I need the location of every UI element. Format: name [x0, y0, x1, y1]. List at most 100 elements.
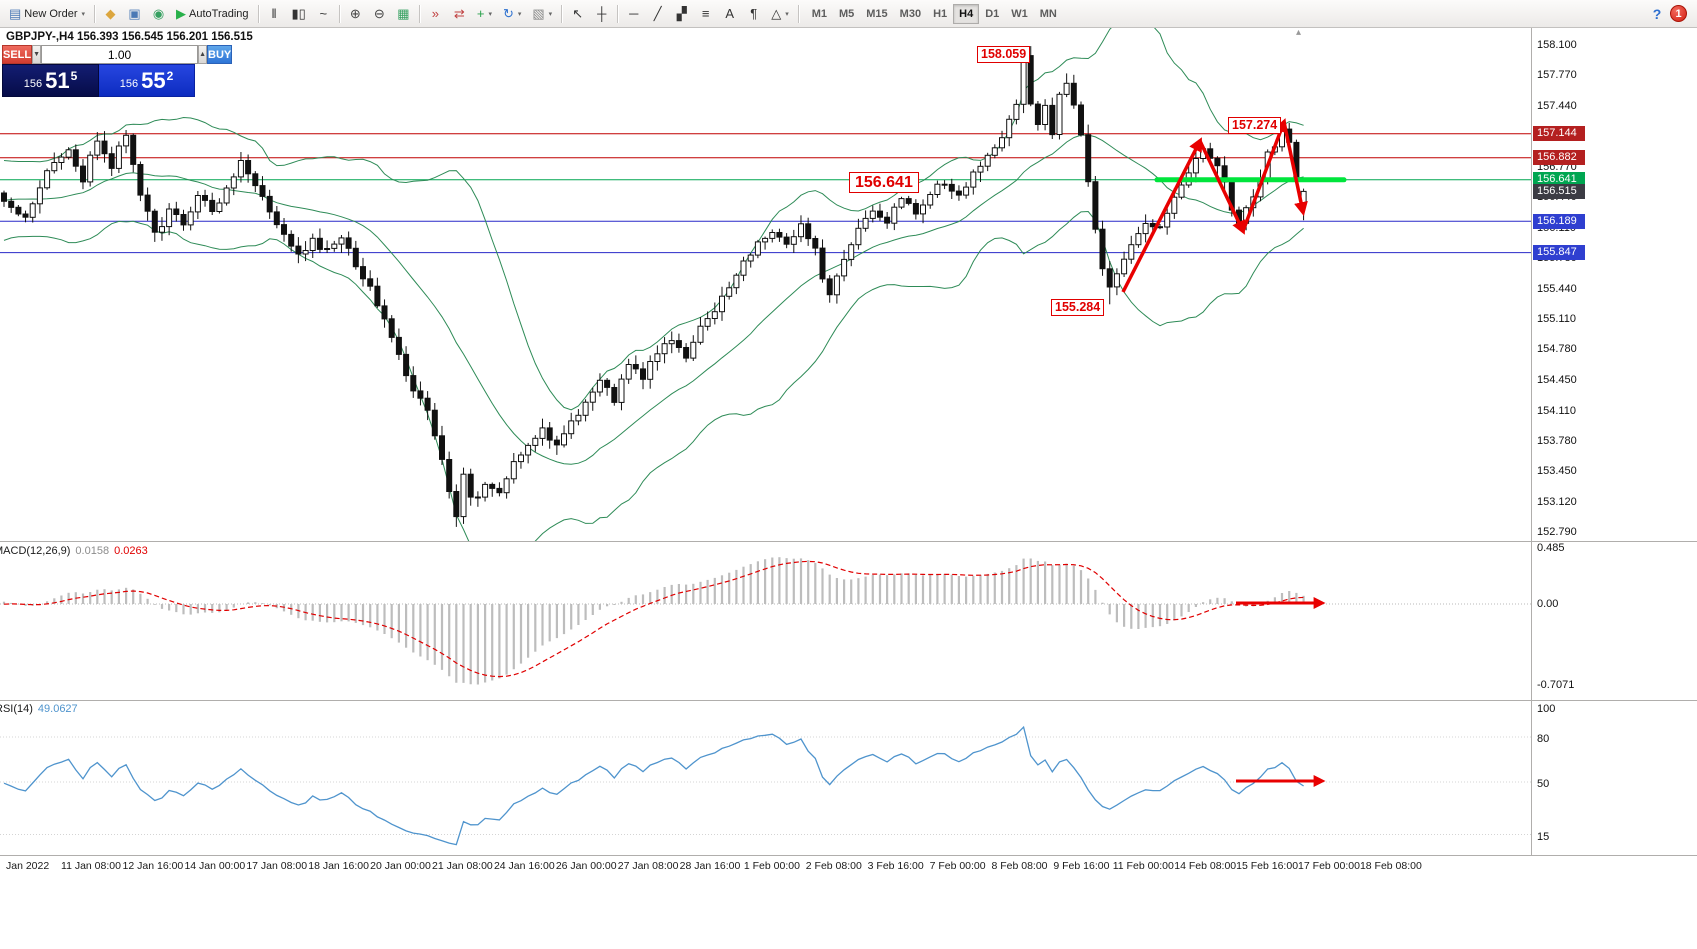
dropdown-arrow-icon: ▾ [488, 10, 492, 18]
price-axis-label: 154.450 [1537, 373, 1577, 386]
price-axis-label: 153.450 [1537, 465, 1577, 478]
time-axis-label: 2 Feb 08:00 [805, 860, 862, 872]
time-axis-label: 17 Feb 00:00 [1298, 860, 1360, 872]
volume-input[interactable] [41, 45, 199, 64]
timeframe-h4-button[interactable]: H4 [953, 3, 980, 24]
time-axis-label: 26 Jan 00:00 [555, 860, 617, 872]
symbol-ohlc-label: GBPJPY-,H4 156.393 156.545 156.201 156.5… [6, 31, 253, 43]
chart-shift-marker-icon[interactable]: ▴ [1296, 27, 1302, 38]
macd-label: MACD(12,26,9) 0.0158 0.0263 [0, 545, 148, 557]
time-axis-label: 11 Jan 08:00 [61, 860, 121, 872]
trendline-button[interactable]: ╱ [646, 3, 669, 25]
sell-price-button[interactable]: 156 51 5 [2, 64, 99, 97]
panel-separators [0, 28, 1697, 856]
help-icon: ? [1652, 5, 1662, 22]
text-label-button[interactable]: ¶ [742, 3, 765, 25]
time-axis-label: 28 Jan 16:00 [679, 860, 741, 872]
tile-windows-button[interactable]: ▦ [392, 3, 415, 25]
sell-price-big: 51 [45, 67, 70, 93]
one-click-price-row: 156 51 5 156 55 2 [2, 64, 195, 97]
rsi-name: RSI(14) [0, 703, 33, 715]
zoom-out-button[interactable]: ⊖ [368, 3, 391, 25]
channel-button[interactable]: ▞ [670, 3, 693, 25]
line-chart-type-button[interactable]: ~ [312, 3, 335, 25]
fibonacci-button[interactable]: ≡ [694, 3, 717, 25]
new-order-label: New Order [24, 7, 78, 20]
time-axis-label: 1 Feb 00:00 [743, 860, 800, 872]
cycle-symbols-button[interactable]: ↻ ▾ [498, 3, 526, 25]
timeframe-m1-button[interactable]: M1 [811, 7, 827, 20]
price-annotation[interactable]: 157.274 [1228, 117, 1282, 134]
macd-signal-line [3, 560, 1304, 678]
price-tag: 155.847 [1533, 245, 1585, 261]
price-annotation[interactable]: 158.059 [977, 46, 1031, 63]
bollinger-upper-band [3, 28, 1304, 411]
toolbar: ▤ New Order ▾ ◆ ▣ ◉ ▶ AutoTrading ‖ ▮▯ ~ ⊕ ⊖ ▦» ⇄ + ▾ ↻ ▾ ▧… [0, 0, 1697, 28]
price-axis-label: 153.120 [1537, 495, 1577, 508]
autotrading-button[interactable]: ▶ AutoTrading [171, 3, 254, 25]
sell-button[interactable]: SELL [2, 45, 33, 64]
price-tag: 156.515 [1533, 183, 1585, 199]
rsi-panel[interactable] [0, 725, 1531, 846]
toolbar-divider [257, 4, 259, 23]
timeframe-m15-button[interactable]: M15 [866, 7, 888, 20]
metaeditor-icon: ◆ [105, 6, 116, 21]
rsi-line [3, 725, 1304, 846]
macd-axis-label: 0.485 [1537, 542, 1565, 555]
bar-chart-type-button[interactable]: ‖ [263, 3, 286, 25]
price-panel[interactable] [0, 17, 1531, 569]
timeframe-m5-button[interactable]: M5 [838, 7, 855, 20]
candles-layer [1, 46, 1307, 527]
timeframe-mn-button[interactable]: MN [1039, 7, 1057, 20]
text-button[interactable]: A [718, 3, 741, 25]
price-axis-label: 155.110 [1537, 313, 1576, 326]
price-annotation[interactable]: 156.641 [849, 172, 919, 193]
time-axis-label: 18 Feb 08:00 [1359, 860, 1422, 872]
arrows-button[interactable]: △ ▾ [766, 3, 794, 25]
buy-price-sup: 2 [166, 69, 174, 83]
notification-badge[interactable]: 1 [1670, 5, 1687, 22]
buy-button[interactable]: BUY [207, 45, 233, 64]
price-annotation[interactable]: 155.284 [1051, 299, 1105, 316]
metaeditor-button[interactable]: ◆ [99, 3, 122, 25]
volume-decrease-button[interactable]: ▼ [32, 45, 42, 64]
dropdown-arrow-icon: ▾ [517, 10, 522, 18]
templates-button[interactable]: ▧ ▾ [527, 3, 557, 25]
timeframe-m30-button[interactable]: M30 [899, 7, 922, 20]
zoom-in-button[interactable]: ⊕ [344, 3, 367, 25]
new-chart-button[interactable]: + ▾ [472, 3, 497, 25]
triangle-up-icon: ▲ [199, 51, 206, 58]
chart-shift-button[interactable]: ⇄ [448, 3, 471, 25]
timeframe-w1-button[interactable]: W1 [1011, 7, 1028, 20]
community-button[interactable]: ◉ [147, 3, 170, 25]
macd-panel[interactable] [0, 557, 1531, 685]
volume-increase-button[interactable]: ▲ [198, 45, 207, 64]
timeframe-d1-button[interactable]: D1 [985, 7, 1000, 20]
rsi-axis-label: 50 [1537, 778, 1550, 790]
help-button[interactable]: ? [1646, 3, 1668, 25]
toolbar-divider [797, 4, 799, 23]
data-window-button[interactable]: ▣ [123, 3, 146, 25]
price-tag: 157.144 [1533, 126, 1585, 142]
crosshair-button[interactable]: ┼ [590, 3, 613, 25]
price-axis-label: 157.440 [1537, 99, 1577, 112]
cursor-button[interactable]: ↖ [566, 3, 589, 25]
autotrading-icon: ▶ [176, 6, 186, 21]
auto-scroll-button[interactable]: » [424, 3, 447, 25]
cycle-symbols-icon: ↻ [502, 6, 514, 21]
macd-value-main: 0.0158 [75, 545, 110, 557]
rsi-axis-label: 100 [1537, 703, 1556, 715]
horizontal-line-button[interactable]: ─ [622, 3, 645, 25]
rsi-label: RSI(14) 49.0627 [0, 703, 78, 715]
new-order-button[interactable]: ▤ New Order ▾ [4, 3, 90, 25]
new-order-icon: ▤ [9, 6, 22, 21]
time-axis-label: 15 Feb 16:00 [1236, 860, 1299, 872]
time-axis-label: 3 Feb 16:00 [867, 860, 924, 872]
candlestick-chart-type-button[interactable]: ▮▯ [287, 3, 311, 25]
zoom-in-icon: ⊕ [349, 6, 361, 21]
dropdown-arrow-icon: ▾ [548, 10, 553, 18]
timeframe-h1-button[interactable]: H1 [933, 7, 948, 20]
trend-arrows[interactable] [1121, 118, 1308, 293]
buy-price-button[interactable]: 156 55 2 [99, 64, 195, 97]
